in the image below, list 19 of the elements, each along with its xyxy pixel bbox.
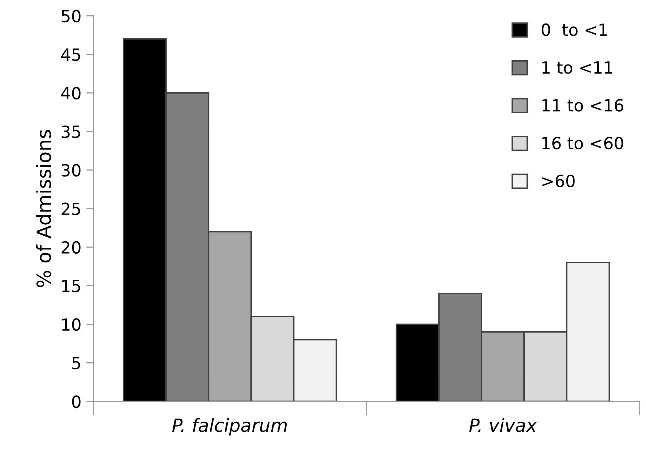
- legend-label: 11 to <16: [542, 99, 624, 112]
- y-tick-label: 0: [72, 396, 81, 408]
- y-tick-label: 45: [61, 48, 80, 62]
- y-tick-label: 50: [62, 10, 81, 23]
- y-tick-label: 10: [62, 318, 81, 332]
- x-tick-label: P. falciparum: [172, 418, 288, 436]
- y-tick-label: 15: [62, 280, 80, 293]
- y-tick-label: 40: [61, 87, 81, 100]
- y-tick-label: 30: [62, 164, 81, 177]
- legend-label: 1 to <11: [542, 62, 612, 74]
- legend-label: >60: [542, 174, 575, 188]
- y-tick-label: 35: [62, 126, 80, 138]
- y-tick-label: 5: [72, 357, 80, 370]
- legend-label: 0 to <1: [542, 24, 608, 36]
- legend-label: 16 to <60: [542, 137, 624, 150]
- y-tick-label: 20: [62, 241, 81, 254]
- x-tick-label: P. vivax: [470, 418, 538, 432]
- y-tick-label: 25: [62, 202, 80, 216]
- y-axis-title: % of Admissions: [36, 130, 52, 288]
